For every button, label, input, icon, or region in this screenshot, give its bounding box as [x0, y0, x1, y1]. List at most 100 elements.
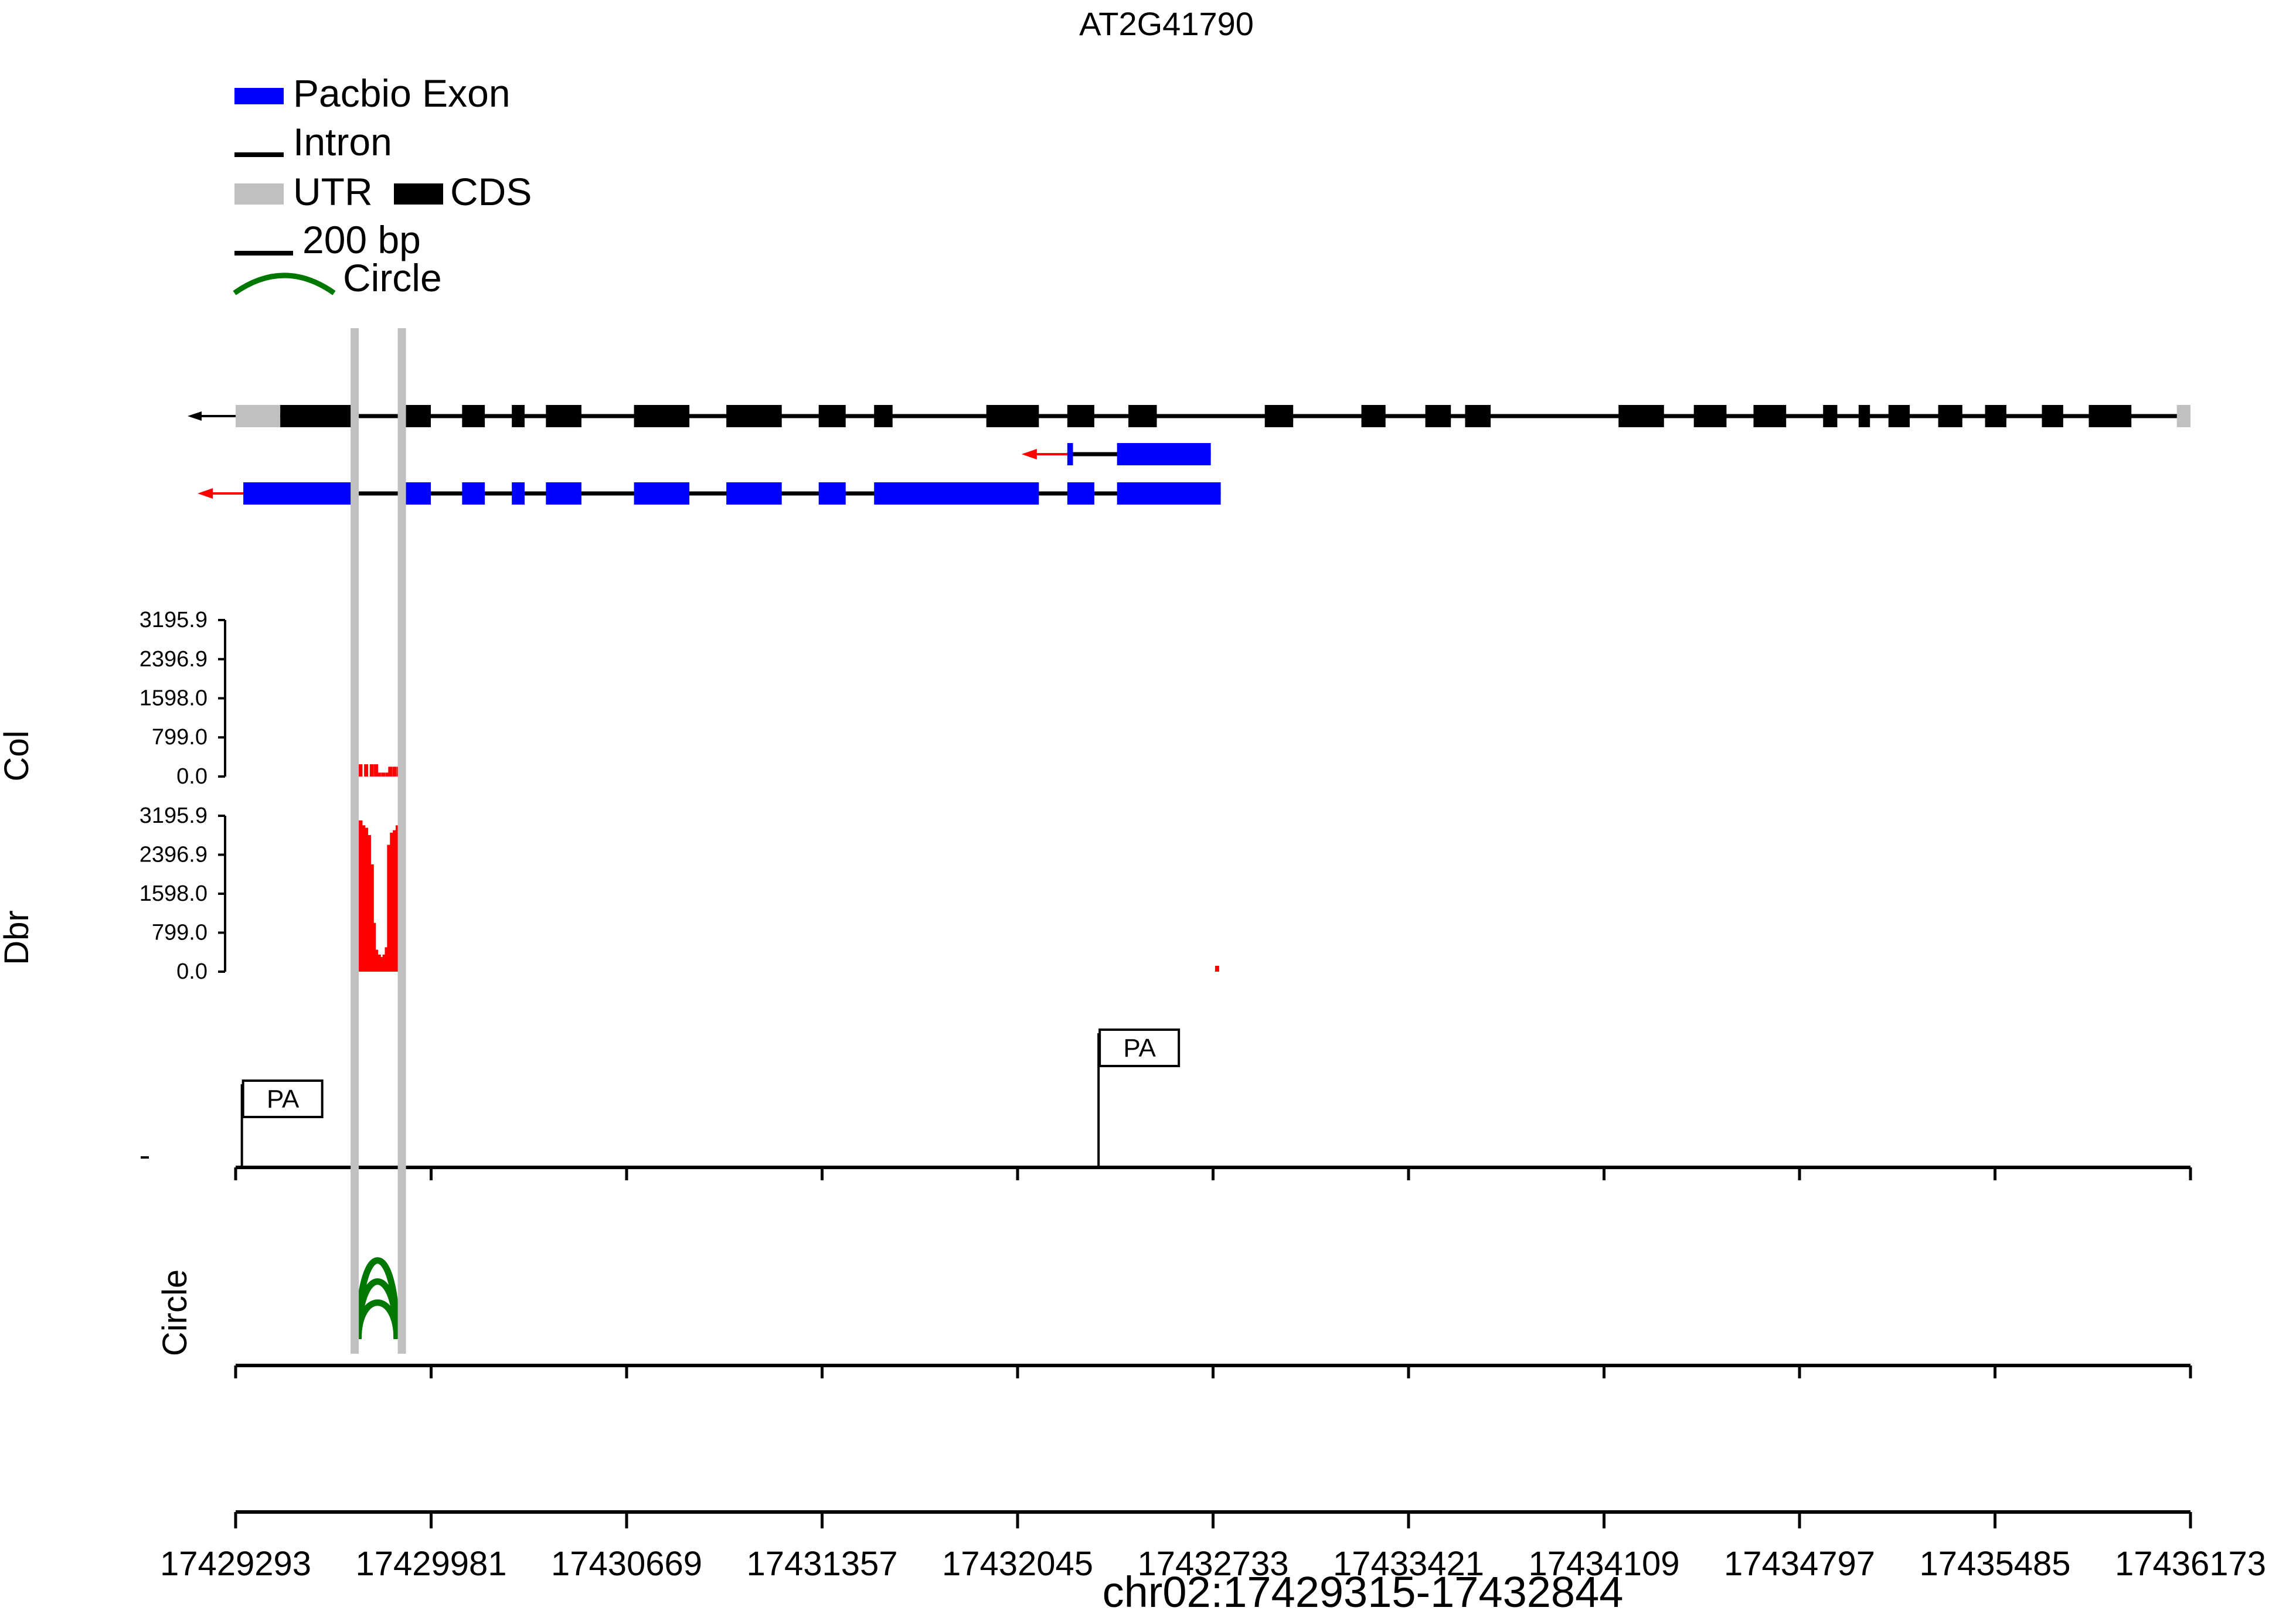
cds-block [1361, 405, 1386, 427]
y-tick-label: 799.0 [152, 920, 208, 945]
x-tick-label: 17429981 [355, 1545, 506, 1583]
pacbio-exon-block [512, 482, 525, 505]
cds-block [402, 405, 431, 427]
x-tick-label: 17432733 [1137, 1545, 1288, 1583]
pa-site-box [241, 1079, 324, 1118]
pa-site-label: PA [267, 1085, 300, 1113]
coverage-bar [387, 844, 392, 972]
x-tick-label: 17432045 [942, 1545, 1093, 1583]
cds-block [1425, 405, 1451, 427]
legend-cds-label: CDS [450, 170, 532, 213]
x-axis-label: chr02:17429315-17432844 [1103, 1568, 1624, 1616]
y-tick-label: 1598.0 [140, 881, 208, 906]
y-tick-label: 3195.9 [140, 608, 208, 632]
cds-block [280, 405, 352, 427]
coverage-bar [361, 825, 366, 972]
x-tick-label: 17429293 [160, 1545, 311, 1583]
coverage-bar [364, 764, 369, 777]
pacbio-exon-block [546, 482, 581, 505]
x-tick-label: 17433421 [1333, 1545, 1484, 1583]
coverage-bar [376, 954, 381, 972]
coverage-bar [369, 864, 374, 972]
legend-cds-swatch [394, 183, 443, 205]
cds-block [726, 405, 782, 427]
y-tick-label: 1598.0 [140, 686, 208, 710]
y-tick-label: 3195.9 [140, 803, 208, 828]
pacbio-exon-block [1117, 482, 1221, 505]
pacbio-exon-block [1067, 482, 1094, 505]
highlight-region [351, 328, 406, 1354]
pacbio-exon-block [1067, 443, 1073, 465]
cds-block [986, 405, 1039, 427]
isoform-strand-arrow-head [198, 488, 213, 499]
x-tick-label: 17430669 [551, 1545, 702, 1583]
pacbio-exon-block [1117, 443, 1211, 465]
coverage-bar [395, 825, 400, 972]
x-axis: 17429293 17429981 17430669 17431357 17432045… [160, 1510, 2266, 1583]
coverage-bar [382, 954, 387, 972]
cds-block [818, 405, 846, 427]
pacbio-exon-block [818, 482, 846, 505]
track-label: Col [0, 730, 36, 781]
cds-block [1985, 405, 2006, 427]
circle-track: Circle [156, 1257, 2192, 1378]
legend-utr-label: UTR [293, 170, 373, 213]
coverage-bar [393, 830, 397, 972]
legend-intron-label: Intron [293, 120, 392, 164]
legend-exon-label: Pacbio Exon [293, 71, 511, 115]
cds-block [546, 405, 581, 427]
track-label: Dbr [0, 910, 36, 965]
cds-block [1618, 405, 1664, 427]
coverage-bar [376, 772, 381, 777]
legend-circle-label: Circle [343, 256, 442, 299]
pacbio-exon-block [726, 482, 782, 505]
pa-site-label: PA [1123, 1034, 1156, 1062]
isoform-strand-arrow-head [1021, 449, 1037, 459]
coverage-bar [372, 922, 376, 972]
cds-block [512, 405, 525, 427]
x-tick-label: 17434797 [1724, 1545, 1875, 1583]
y-tick-label: 2396.9 [140, 647, 208, 672]
cds-block [1128, 405, 1157, 427]
cds-block [2088, 405, 2132, 427]
coverage-bar [364, 827, 369, 972]
cds-block [874, 405, 893, 427]
coverage-bar [388, 767, 393, 777]
coverage-bar [1215, 966, 1219, 972]
legend-utr-swatch [234, 183, 284, 205]
circle-arc [355, 1257, 400, 1340]
cds-block [1693, 405, 1727, 427]
y-tick-label: 0.0 [176, 764, 208, 789]
cds-block [1465, 405, 1491, 427]
x-tick-label: 17434109 [1528, 1545, 1679, 1583]
cds-block [634, 405, 690, 427]
cds-block [1823, 405, 1838, 427]
cds-block [2042, 405, 2063, 427]
legend-circle-swatch [233, 273, 336, 295]
coverage-bar [392, 767, 397, 777]
coverage-bar [390, 832, 394, 972]
y-tick-label: 0.0 [176, 959, 208, 984]
coverage-bar [366, 835, 371, 972]
chart-title: AT2G41790 [1079, 5, 1254, 42]
legend: Pacbio Exon Intron UTR CDS 200 bp Circle [233, 71, 532, 299]
cds-block [1264, 405, 1294, 427]
legend-scale-label: 200 bp [302, 218, 421, 261]
pacbio-exon-block [874, 482, 1039, 505]
pa-site-box [1098, 1029, 1181, 1067]
pacbio-exon-block [243, 482, 352, 505]
coverage-bar [374, 764, 379, 777]
gene-structure-track [188, 405, 2190, 505]
coverage-bar [369, 764, 374, 777]
coverage-bar [358, 764, 363, 777]
coverage-bar [374, 949, 379, 972]
cds-block [1938, 405, 1962, 427]
coverage-bar [381, 772, 386, 777]
polyadenylation-track: PA PA [141, 1029, 2192, 1180]
x-tick-label: 17431357 [746, 1545, 897, 1583]
y-tick-label: 2396.9 [140, 843, 208, 867]
cds-block [1888, 405, 1910, 427]
utr-block [2176, 405, 2190, 427]
cds-block [462, 405, 485, 427]
y-tick-label: 799.0 [152, 725, 208, 750]
